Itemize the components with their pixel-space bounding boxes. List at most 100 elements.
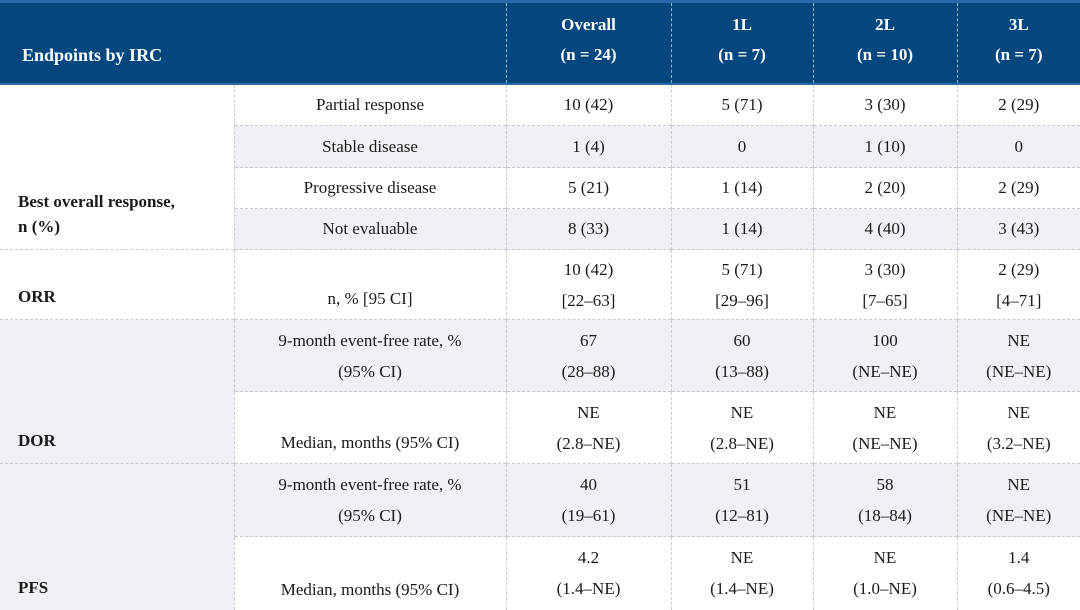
value-cell: NE (NE–NE) (813, 392, 957, 464)
value-line1: NE (673, 542, 812, 573)
value-line2: (0.6–4.5) (959, 573, 1080, 604)
row-label: 9-month event-free rate, % (95% CI) (234, 320, 506, 392)
row-label-line2: (95% CI) (236, 500, 505, 531)
value-line1: 100 (815, 325, 956, 356)
value-cell: 0 (957, 126, 1080, 168)
value-cell: 5 (21) (506, 168, 671, 209)
value-cell: 40 (19–61) (506, 464, 671, 537)
value-line2: (19–61) (508, 500, 670, 531)
value-cell: 10 (42) (506, 84, 671, 126)
value-line1: NE (815, 397, 956, 428)
value-cell: 2 (29) (957, 168, 1080, 209)
value-line2: (NE–NE) (815, 428, 956, 459)
value-line2: (1.0–NE) (815, 573, 956, 604)
value-cell: 51 (12–81) (671, 464, 813, 537)
row-label-line1: 9-month event-free rate, % (236, 469, 505, 500)
col-header-1l: 1L (n = 7) (671, 2, 813, 84)
col-header-line2: (n = 10) (814, 40, 957, 70)
col-header-2l: 2L (n = 10) (813, 2, 957, 84)
value-cell: 1 (14) (671, 209, 813, 250)
table-row: DOR 9-month event-free rate, % (95% CI) … (0, 320, 1080, 392)
value-line2: (12–81) (673, 500, 812, 531)
col-header-line1: 2L (814, 10, 957, 40)
value-line2: (1.4–NE) (508, 573, 670, 604)
value-line2: (13–88) (673, 356, 812, 387)
value-line1: NE (508, 397, 670, 428)
col-header-line1: 3L (958, 10, 1080, 40)
value-line1: 1.4 (959, 542, 1080, 573)
value-cell: 1 (4) (506, 126, 671, 168)
row-label: Median, months (95% CI) (234, 537, 506, 610)
value-line2: [22–63] (508, 285, 670, 316)
value-cell: 10 (42) [22–63] (506, 250, 671, 320)
group-label-line1: Best overall response, (18, 189, 228, 214)
value-cell: 100 (NE–NE) (813, 320, 957, 392)
value-cell: NE (2.8–NE) (506, 392, 671, 464)
group-label-best-overall-response: Best overall response, n (%) (0, 84, 234, 250)
row-label: Partial response (234, 84, 506, 126)
group-label-dor: DOR (0, 320, 234, 464)
col-header-overall: Overall (n = 24) (506, 2, 671, 84)
value-line2: (NE–NE) (959, 500, 1080, 531)
col-header-line2: (n = 7) (672, 40, 813, 70)
value-cell: 3 (30) (813, 84, 957, 126)
value-line2: (NE–NE) (959, 356, 1080, 387)
value-line2: (2.8–NE) (673, 428, 812, 459)
group-label-pfs: PFS (0, 464, 234, 610)
value-cell: 1 (14) (671, 168, 813, 209)
value-line1: 60 (673, 325, 812, 356)
value-line2: (18–84) (815, 500, 956, 531)
row-label: n, % [95 CI] (234, 250, 506, 320)
col-header-3l: 3L (n = 7) (957, 2, 1080, 84)
row-label-line1: 9-month event-free rate, % (236, 325, 505, 356)
row-label: Median, months (95% CI) (234, 392, 506, 464)
value-line1: 40 (508, 469, 670, 500)
group-label-line2: n (%) (18, 214, 228, 239)
value-cell: 2 (29) (957, 84, 1080, 126)
value-line2: (2.8–NE) (508, 428, 670, 459)
value-cell: 4.2 (1.4–NE) (506, 537, 671, 610)
row-label: Progressive disease (234, 168, 506, 209)
row-label-line2: (95% CI) (236, 356, 505, 387)
value-line1: 4.2 (508, 542, 670, 573)
value-cell: NE (1.0–NE) (813, 537, 957, 610)
value-cell: 8 (33) (506, 209, 671, 250)
value-line1: 5 (71) (673, 254, 812, 285)
row-label: Not evaluable (234, 209, 506, 250)
value-line1: 2 (29) (959, 254, 1080, 285)
value-line1: 10 (42) (508, 254, 670, 285)
row-label: Stable disease (234, 126, 506, 168)
value-line2: (3.2–NE) (959, 428, 1080, 459)
group-label-orr: ORR (0, 250, 234, 320)
value-line1: NE (673, 397, 812, 428)
row-label: 9-month event-free rate, % (95% CI) (234, 464, 506, 537)
value-line1: NE (959, 469, 1080, 500)
value-cell: 58 (18–84) (813, 464, 957, 537)
value-cell: NE (NE–NE) (957, 464, 1080, 537)
value-cell: 5 (71) (671, 84, 813, 126)
value-line1: NE (959, 397, 1080, 428)
value-line2: [7–65] (815, 285, 956, 316)
value-line2: [4–71] (959, 285, 1080, 316)
value-line1: 3 (30) (815, 254, 956, 285)
value-line2: (NE–NE) (815, 356, 956, 387)
table-row: Best overall response, n (%) Partial res… (0, 84, 1080, 126)
value-cell: 2 (29) [4–71] (957, 250, 1080, 320)
value-line1: NE (959, 325, 1080, 356)
header-row: Endpoints by IRC Overall (n = 24) 1L (n … (0, 2, 1080, 84)
value-line1: 67 (508, 325, 670, 356)
col-header-line2: (n = 24) (507, 40, 671, 70)
value-cell: NE (2.8–NE) (671, 392, 813, 464)
value-cell: 4 (40) (813, 209, 957, 250)
value-line2: [29–96] (673, 285, 812, 316)
value-line1: 51 (673, 469, 812, 500)
value-line1: 58 (815, 469, 956, 500)
value-cell: NE (3.2–NE) (957, 392, 1080, 464)
value-cell: NE (1.4–NE) (671, 537, 813, 610)
value-cell: NE (NE–NE) (957, 320, 1080, 392)
value-cell: 5 (71) [29–96] (671, 250, 813, 320)
table-row: PFS 9-month event-free rate, % (95% CI) … (0, 464, 1080, 537)
value-cell: 3 (43) (957, 209, 1080, 250)
col-header-line1: 1L (672, 10, 813, 40)
